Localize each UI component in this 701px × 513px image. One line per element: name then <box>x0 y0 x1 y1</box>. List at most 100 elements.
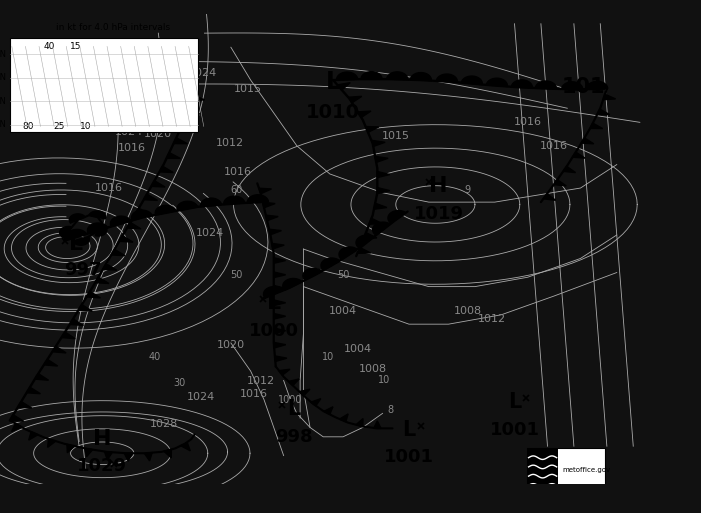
Polygon shape <box>48 439 56 447</box>
Polygon shape <box>95 224 107 236</box>
Polygon shape <box>387 72 408 80</box>
Text: metoffice.gov: metoffice.gov <box>562 467 611 473</box>
Text: 1024: 1024 <box>187 392 215 402</box>
Text: 1012: 1012 <box>477 314 505 324</box>
Text: 1008: 1008 <box>454 306 482 316</box>
Polygon shape <box>144 452 152 461</box>
Polygon shape <box>174 138 187 144</box>
Polygon shape <box>224 196 245 204</box>
Polygon shape <box>563 166 576 172</box>
Text: 15: 15 <box>70 42 82 51</box>
Text: 1020: 1020 <box>217 340 245 350</box>
Text: 8: 8 <box>388 405 393 415</box>
Polygon shape <box>321 258 340 270</box>
Text: 1000: 1000 <box>278 395 303 405</box>
Text: 1010: 1010 <box>306 104 360 123</box>
Polygon shape <box>67 229 87 240</box>
Text: 40: 40 <box>149 352 161 362</box>
Text: 10: 10 <box>378 376 390 385</box>
Polygon shape <box>274 286 285 291</box>
Polygon shape <box>511 80 532 88</box>
Text: L: L <box>287 399 300 419</box>
Polygon shape <box>461 76 482 85</box>
Polygon shape <box>144 194 158 201</box>
Polygon shape <box>181 443 190 451</box>
Polygon shape <box>67 444 74 453</box>
Polygon shape <box>388 210 406 223</box>
Polygon shape <box>266 215 278 221</box>
Polygon shape <box>581 138 594 144</box>
Text: 1001: 1001 <box>384 447 434 465</box>
Polygon shape <box>348 96 362 103</box>
Text: 60N: 60N <box>0 73 7 83</box>
Polygon shape <box>373 222 390 235</box>
Text: L: L <box>402 420 416 440</box>
Polygon shape <box>364 232 377 239</box>
Text: 1001: 1001 <box>489 421 540 439</box>
Polygon shape <box>269 229 282 235</box>
Text: 1020: 1020 <box>144 129 172 139</box>
Polygon shape <box>590 123 603 129</box>
Polygon shape <box>283 279 302 290</box>
Polygon shape <box>69 319 83 325</box>
Text: L: L <box>508 391 521 411</box>
Polygon shape <box>369 219 383 224</box>
Text: 80: 80 <box>22 122 34 131</box>
Text: 1004: 1004 <box>343 344 372 353</box>
Polygon shape <box>53 346 66 353</box>
Polygon shape <box>603 94 615 100</box>
Polygon shape <box>60 227 71 239</box>
Text: 1015: 1015 <box>382 131 410 142</box>
Text: 1016: 1016 <box>224 167 252 176</box>
Polygon shape <box>88 223 108 233</box>
Polygon shape <box>436 74 457 82</box>
Text: 70N: 70N <box>0 50 7 59</box>
Text: 60: 60 <box>230 185 243 195</box>
Polygon shape <box>356 419 363 426</box>
Polygon shape <box>167 152 180 159</box>
Polygon shape <box>200 198 222 207</box>
Polygon shape <box>543 194 556 200</box>
Polygon shape <box>127 223 141 229</box>
Text: 1016: 1016 <box>118 143 146 153</box>
Text: 50N: 50N <box>0 97 7 106</box>
Polygon shape <box>110 216 131 226</box>
Text: 101: 101 <box>562 77 606 97</box>
Text: 998: 998 <box>275 428 313 446</box>
Polygon shape <box>10 415 24 421</box>
Polygon shape <box>62 332 75 339</box>
Text: 1029: 1029 <box>77 457 128 475</box>
Polygon shape <box>375 156 388 163</box>
Polygon shape <box>164 449 171 458</box>
Text: 1016: 1016 <box>540 141 568 151</box>
Polygon shape <box>279 369 290 375</box>
Polygon shape <box>339 247 358 260</box>
Text: 1015: 1015 <box>233 85 261 94</box>
Text: 40N: 40N <box>0 121 7 129</box>
Polygon shape <box>69 214 86 223</box>
Text: 10: 10 <box>80 122 92 131</box>
Polygon shape <box>159 166 173 172</box>
Text: 997: 997 <box>64 261 101 279</box>
Polygon shape <box>366 127 379 132</box>
Text: L: L <box>326 70 341 94</box>
Text: 1012: 1012 <box>247 377 275 386</box>
Polygon shape <box>263 202 275 208</box>
Text: 50: 50 <box>230 270 243 280</box>
Polygon shape <box>358 247 371 253</box>
Text: 1004: 1004 <box>329 306 357 316</box>
Polygon shape <box>377 188 390 194</box>
Polygon shape <box>273 342 286 348</box>
Polygon shape <box>95 277 109 284</box>
Text: 1024: 1024 <box>189 68 217 78</box>
Polygon shape <box>191 95 205 101</box>
Text: 1028: 1028 <box>149 419 178 429</box>
Polygon shape <box>324 407 333 415</box>
Polygon shape <box>536 81 557 89</box>
Polygon shape <box>289 379 299 386</box>
Polygon shape <box>155 205 176 215</box>
Text: 1016: 1016 <box>95 183 123 193</box>
Polygon shape <box>259 188 271 194</box>
Polygon shape <box>27 387 41 393</box>
Text: 1008: 1008 <box>359 364 387 374</box>
